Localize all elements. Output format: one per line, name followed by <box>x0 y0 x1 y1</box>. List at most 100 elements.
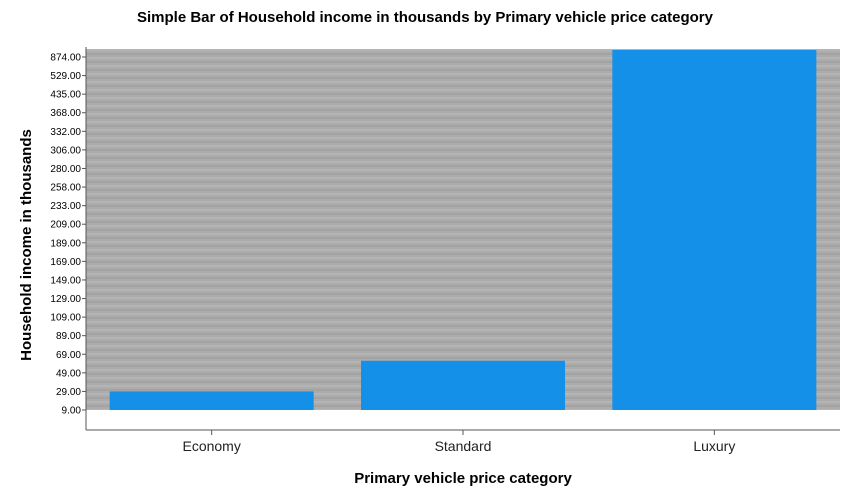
y-tick-label: 49.00 <box>56 368 81 379</box>
gridline-stripe <box>86 121 840 123</box>
gridline-stripe <box>86 201 840 203</box>
gridline-stripe <box>86 137 840 139</box>
gridline-stripe <box>86 153 840 155</box>
gridline-stripe <box>86 277 840 279</box>
gridline-stripe <box>86 69 840 71</box>
gridline-stripe <box>86 273 840 275</box>
gridline-stripe <box>86 297 840 299</box>
gridline-stripe <box>86 301 840 303</box>
plot-area: 9.00 29.00 49.00 69.00 89.00 109.00 129.00 149.… <box>50 47 840 454</box>
gridline-stripe <box>86 325 840 327</box>
gridline-stripe <box>86 81 840 83</box>
gridline-stripe <box>86 257 840 259</box>
gridline-stripe <box>86 165 840 167</box>
gridline-stripe <box>86 285 840 287</box>
gridline-stripe <box>86 93 840 95</box>
gridline-stripe <box>86 345 840 347</box>
gridline-stripe <box>86 337 840 339</box>
y-tick-label: 89.00 <box>56 331 81 342</box>
gridline-stripe <box>86 85 840 87</box>
gridline-stripe <box>86 289 840 291</box>
y-tick-label: 368.00 <box>50 108 81 119</box>
y-tick-label: 149.00 <box>50 275 81 286</box>
gridline-stripe <box>86 177 840 179</box>
gridline-stripe <box>86 189 840 191</box>
x-tick-label: Economy <box>182 438 240 454</box>
y-tick-label: 109.00 <box>50 313 81 324</box>
y-tick-label: 9.00 <box>62 406 82 417</box>
y-tick-label: 209.00 <box>50 220 81 231</box>
gridline-stripe <box>86 161 840 163</box>
gridline-stripe <box>86 113 840 115</box>
y-tick-label: 129.00 <box>50 294 81 305</box>
gridline-stripe <box>86 53 840 55</box>
gridline-stripe <box>86 193 840 195</box>
gridline-stripe <box>86 221 840 223</box>
gridline-stripe <box>86 125 840 127</box>
gridline-stripe <box>86 321 840 323</box>
gridline-stripe <box>86 333 840 335</box>
gridline-stripe <box>86 157 840 159</box>
gridline-stripe <box>86 129 840 131</box>
gridline-stripe <box>86 353 840 355</box>
gridline-stripe <box>86 213 840 215</box>
x-axis-title: Primary vehicle price category <box>354 470 572 487</box>
gridline-stripe <box>86 169 840 171</box>
gridline-stripe <box>86 233 840 235</box>
gridline-stripe <box>86 117 840 119</box>
gridline-stripe <box>86 349 840 351</box>
gridline-stripe <box>86 253 840 255</box>
gridline-stripe <box>86 309 840 311</box>
y-tick-label: 306.00 <box>50 145 81 156</box>
gridline-stripe <box>86 229 840 231</box>
gridline-stripe <box>86 205 840 207</box>
gridline-stripe <box>86 241 840 243</box>
y-tick-label: 332.00 <box>50 127 81 138</box>
y-tick-label: 233.00 <box>50 201 81 212</box>
gridline-stripe <box>86 237 840 239</box>
gridline-stripe <box>86 249 840 251</box>
y-tick-label: 280.00 <box>50 164 81 175</box>
y-tick-label: 189.00 <box>50 238 81 249</box>
gridline-stripe <box>86 261 840 263</box>
chart-title: Simple Bar of Household income in thousa… <box>137 9 714 26</box>
gridline-stripe <box>86 109 840 111</box>
gridline-stripe <box>86 313 840 315</box>
gridline-stripe <box>86 329 840 331</box>
gridline-stripe <box>86 341 840 343</box>
gridline-stripe <box>86 305 840 307</box>
gridline-stripe <box>86 357 840 359</box>
gridline-stripe <box>86 181 840 183</box>
gridline-stripe <box>86 173 840 175</box>
y-tick-label: 258.00 <box>50 183 81 194</box>
gridline-stripe <box>86 49 840 51</box>
gridline-stripe <box>86 73 840 75</box>
gridline-stripe <box>86 265 840 267</box>
gridline-stripe <box>86 149 840 151</box>
y-tick-label: 435.00 <box>50 90 81 101</box>
gridline-stripe <box>86 269 840 271</box>
gridline-stripe <box>86 317 840 319</box>
gridline-stripe <box>86 89 840 91</box>
y-tick-label: 169.00 <box>50 257 81 268</box>
gridline-stripe <box>86 185 840 187</box>
gridline-stripe <box>86 57 840 59</box>
gridline-stripe <box>86 105 840 107</box>
gridline-stripe <box>86 101 840 103</box>
gridline-stripe <box>86 77 840 79</box>
gridline-stripe <box>86 61 840 63</box>
y-tick-label: 69.00 <box>56 350 81 361</box>
gridline-stripe <box>86 133 840 135</box>
y-tick-label: 874.00 <box>50 53 81 64</box>
bar-economy <box>109 391 314 410</box>
bar-standard <box>361 360 565 410</box>
y-tick-label: 29.00 <box>56 387 81 398</box>
gridline-stripe <box>86 97 840 99</box>
x-tick-label: Luxury <box>693 438 735 454</box>
gridline-stripe <box>86 65 840 67</box>
gridline-stripe <box>86 209 840 211</box>
bar-luxury <box>612 50 817 410</box>
y-axis-title: Household income in thousands <box>18 129 35 361</box>
gridline-stripe <box>86 141 840 143</box>
